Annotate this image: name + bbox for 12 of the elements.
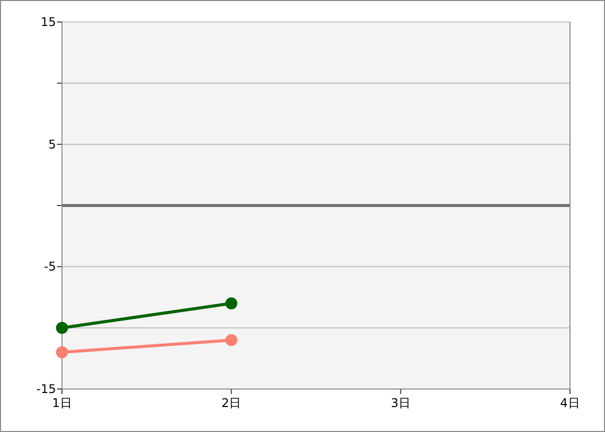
x-tick-label: 3日	[390, 396, 410, 410]
x-tick-label: 4日	[560, 396, 580, 410]
point	[56, 346, 68, 358]
point	[56, 322, 68, 334]
point	[225, 297, 238, 310]
y-tick-label: -15	[36, 382, 56, 396]
y-tick-label: -5	[44, 260, 56, 274]
point	[225, 334, 238, 346]
x-tick-label: 1日	[52, 396, 72, 410]
x-tick-label: 2日	[222, 396, 242, 410]
y-tick-label: 15	[40, 15, 56, 29]
y-tick-label: 5	[48, 137, 56, 152]
